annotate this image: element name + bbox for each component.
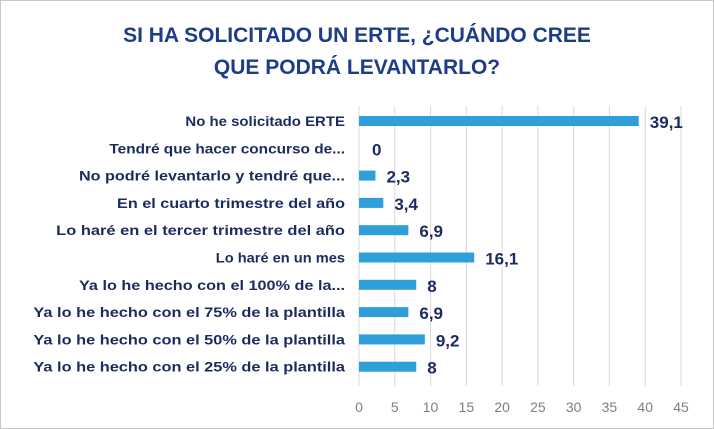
data-label: 8 (427, 277, 436, 296)
category-label: Tendré que hacer concurso de... (109, 140, 345, 156)
data-label: 16,1 (485, 250, 518, 269)
data-label: 3,4 (394, 195, 418, 214)
x-tick-label: 15 (459, 399, 475, 415)
bar (359, 170, 376, 181)
category-label: No podré levantarlo y tendré que... (79, 168, 345, 184)
bar (359, 116, 639, 126)
category-label: En el cuarto trimestre del año (117, 195, 345, 211)
title-line-1: SI HA SOLICITADO UN ERTE, ¿CUÁNDO CREE (123, 24, 591, 47)
x-tick-label: 35 (602, 399, 618, 415)
data-label: 39,1 (650, 113, 683, 132)
data-label: 6,9 (419, 222, 443, 241)
category-label: Ya lo he hecho con el 25% de la plantill… (33, 359, 345, 375)
x-tick-label: 5 (391, 399, 399, 415)
bar (359, 334, 425, 345)
x-tick-label: 0 (355, 399, 363, 415)
data-label: 8 (427, 359, 436, 378)
x-tick-label: 20 (494, 399, 510, 415)
data-label: 6,9 (419, 304, 443, 323)
data-label: 2,3 (386, 168, 410, 187)
bar (359, 307, 409, 318)
bar (359, 197, 384, 208)
data-label: 0 (372, 140, 381, 159)
title-line-2: QUE PODRÁ LEVANTARLO? (213, 56, 501, 79)
bar (359, 279, 417, 290)
x-tick-label: 10 (423, 399, 439, 415)
bar (359, 361, 417, 372)
bar (359, 225, 409, 236)
category-label: Lo haré en el tercer trimestre del año (56, 222, 345, 238)
category-label: Ya lo he hecho con el 50% de la plantill… (33, 331, 345, 347)
category-label: Lo haré en un mes (216, 250, 345, 266)
x-tick-label: 30 (566, 399, 582, 415)
category-label: No he solicitado ERTE (185, 113, 345, 129)
bar (359, 252, 475, 263)
chart-title: SI HA SOLICITADO UN ERTE, ¿CUÁNDO CREE Q… (0, 20, 714, 84)
x-tick-label: 40 (637, 399, 653, 415)
category-label: Ya lo he hecho con el 100% de la... (79, 277, 345, 293)
x-tick-label: 45 (673, 399, 689, 415)
x-tick-label: 25 (530, 399, 546, 415)
data-label: 9,2 (436, 331, 460, 350)
category-label: Ya lo he hecho con el 75% de la plantill… (33, 304, 345, 320)
